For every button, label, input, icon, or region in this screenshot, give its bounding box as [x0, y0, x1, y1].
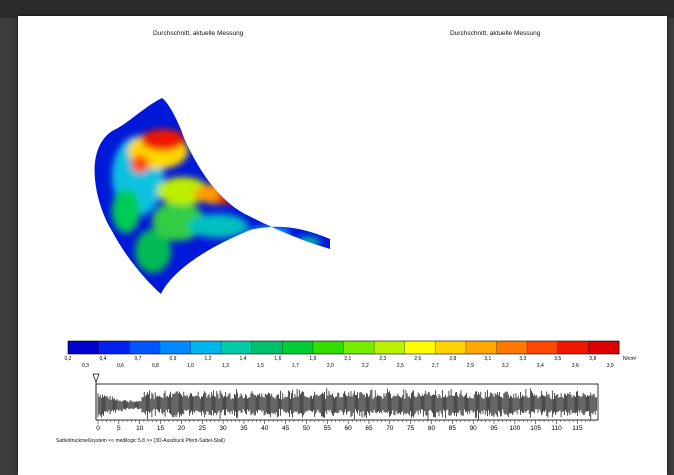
timeline-tick-label: 15 — [157, 425, 165, 432]
colorbar-label: 0,2 — [65, 356, 72, 362]
timeline-tick-label: 10 — [136, 425, 144, 432]
color-scale-bar: 0,2 0,4 0,7 0,9 1,2 1,4 1,6 1,9 2,1 2,3 2,6 2,8 3,1 3… — [65, 340, 637, 369]
colorbar-segment — [557, 341, 589, 354]
colorbar-label: 3,3 — [519, 356, 526, 362]
colorbar-segment — [282, 341, 314, 354]
left-panel-title: Durchschnitt, aktuelle Messung — [153, 30, 244, 37]
timeline-tick-label: 100 — [509, 425, 520, 432]
viewer-toolbar — [0, 0, 674, 18]
colorbar-segment — [465, 341, 498, 354]
colorbar-segment — [129, 341, 161, 354]
colorbar-label: 0,7 — [134, 356, 141, 362]
colorbar-segment — [496, 341, 528, 354]
colorbar-label: 2,8 — [449, 356, 456, 362]
colorbar-label: 3,9 — [607, 363, 614, 369]
colorbar-label: 3,8 — [589, 356, 596, 362]
timeline-tick-label: 95 — [490, 425, 498, 432]
colorbar-label: 1,3 — [222, 363, 229, 369]
colorbar-label: 2,9 — [467, 363, 474, 369]
timeline-tick-label: 65 — [365, 425, 373, 432]
timeline-tick-label: 55 — [324, 425, 332, 432]
colorbar-segment — [221, 341, 253, 354]
timeline-tick-label: 0 — [96, 425, 100, 432]
colorbar-label: 3,2 — [502, 363, 509, 369]
colorbar-label: 3,6 — [572, 363, 579, 369]
timeline-tick-label: 5 — [117, 425, 121, 432]
colorbar-label: 0,9 — [169, 356, 176, 362]
timeline-tick-label: 40 — [261, 425, 269, 432]
timeline-tick-label: 85 — [449, 425, 457, 432]
colorbar-label: 2,0 — [327, 363, 334, 369]
timeline-tick-label: 90 — [470, 425, 478, 432]
timeline-tick-label: 75 — [407, 425, 415, 432]
colorbar-label: 1,9 — [309, 356, 316, 362]
colorbar-segment — [251, 341, 283, 354]
colorbar-label: 0,3 — [82, 363, 89, 369]
colorbar-segment — [68, 341, 100, 354]
colorbar-label: 3,4 — [537, 363, 544, 369]
timeline-position-marker[interactable] — [92, 373, 100, 383]
colorbar-label: 0,4 — [100, 356, 107, 362]
colorbar-label: 2,7 — [432, 363, 439, 369]
timeline-tick-label: 110 — [551, 425, 562, 432]
colorbar-label: 2,6 — [414, 356, 421, 362]
colorbar-segment — [343, 341, 375, 354]
colorbar-label: 1,4 — [239, 356, 246, 362]
left-pressure-map — [94, 98, 330, 294]
colorbar-label: 1,5 — [257, 363, 264, 369]
colorbar-label: 1,7 — [292, 363, 299, 369]
figure-canvas: 0,2 0,4 0,7 0,9 1,2 1,4 1,6 1,9 2,1 2,3 2,6 2,8 3,1 3… — [65, 86, 638, 432]
colorbar-segment — [404, 341, 436, 354]
timeline-tick-label: 30 — [219, 425, 227, 432]
colorbar-segment — [588, 341, 620, 354]
colorbar-segment — [190, 341, 222, 354]
colorbar-label: 2,2 — [362, 363, 369, 369]
colorbar-segment — [98, 341, 130, 354]
colorbar-segment — [312, 341, 344, 354]
colorbar-label: 2,5 — [397, 363, 404, 369]
colorbar-label: 0,6 — [117, 363, 124, 369]
timeline-strip[interactable]: 0 5 10 15 20 25 30 35 40 45 50 55 60 65 70 75 80 85 90 95 10… — [92, 373, 599, 432]
colorbar-label: 2,3 — [379, 356, 386, 362]
print-page: Durchschnitt, aktuelle Messung Durchschn… — [18, 16, 667, 475]
colorbar-label: 1,2 — [204, 356, 211, 362]
timeline-tick-label: 60 — [345, 425, 353, 432]
colorbar-segment — [435, 341, 467, 354]
colorbar-label: 1,0 — [187, 363, 194, 369]
timeline-tick-label: 45 — [282, 425, 290, 432]
colorbar-label: 0,8 — [152, 363, 159, 369]
colorbar-segment — [527, 341, 559, 354]
timeline-tick-label: 25 — [199, 425, 207, 432]
right-panel-title: Durchschnitt, aktuelle Messung — [450, 30, 541, 37]
colorbar-label: 3,5 — [554, 356, 561, 362]
right-pressure-map — [348, 86, 638, 306]
timeline-tick-label: 20 — [178, 425, 186, 432]
timeline-tick-label: 50 — [303, 425, 311, 432]
timeline-tick-label: 80 — [428, 425, 436, 432]
timeline-tick-label: 70 — [386, 425, 394, 432]
timeline-tick-label: 35 — [240, 425, 248, 432]
colorbar-segment — [374, 341, 406, 354]
pressure-signal — [97, 388, 597, 420]
timeline-tick-label: 105 — [530, 425, 541, 432]
colorbar-label: 2,1 — [344, 356, 351, 362]
timeline-tick-label: 115 — [572, 425, 583, 432]
footer-caption: Satteldruckmeßsystem << medilogic 5.8 >>… — [56, 438, 225, 444]
colorbar-label: 1,6 — [274, 356, 281, 362]
colorbar-unit: N/cm² — [623, 356, 637, 362]
colorbar-label: 3,1 — [484, 356, 491, 362]
colorbar-segment — [159, 341, 191, 354]
